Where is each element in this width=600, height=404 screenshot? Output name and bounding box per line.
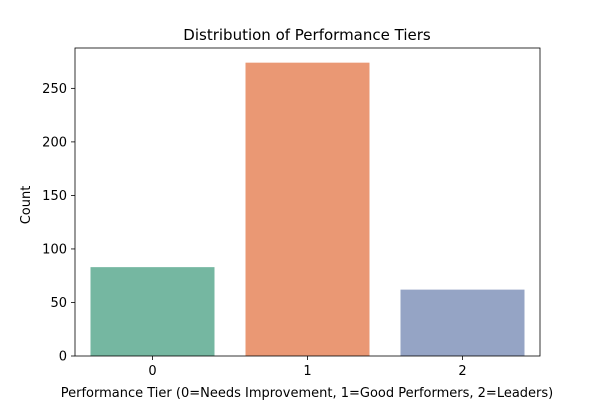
- x-tick-label: 2: [458, 364, 466, 379]
- y-ticks: 0 50 100 150 200 250: [42, 82, 75, 365]
- x-tick-label: 0: [148, 364, 156, 379]
- x-ticks: 0 1 2: [148, 356, 467, 379]
- y-tick-label: 50: [50, 296, 67, 311]
- bars-layer: [90, 62, 525, 357]
- y-tick-label: 100: [42, 242, 67, 257]
- y-tick-label: 200: [42, 135, 67, 150]
- y-tick-label: 150: [42, 189, 67, 204]
- x-axis-label: Performance Tier (0=Needs Improvement, 1…: [61, 386, 554, 400]
- bar-1: [245, 62, 370, 357]
- bar-2: [400, 289, 525, 356]
- x-tick-label: 1: [303, 364, 311, 379]
- y-axis-label: Count: [19, 186, 34, 225]
- chart-title: Distribution of Performance Tiers: [183, 26, 431, 44]
- bar-0: [90, 267, 215, 356]
- y-tick-label: 0: [59, 350, 67, 365]
- y-tick-label: 250: [42, 82, 67, 97]
